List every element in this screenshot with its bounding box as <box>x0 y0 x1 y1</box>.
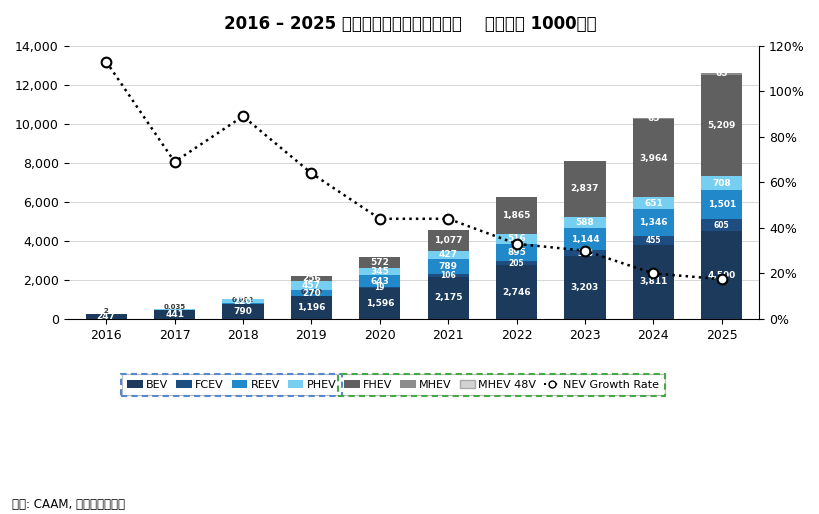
Bar <box>632 197 673 209</box>
Text: 572: 572 <box>370 258 389 267</box>
Bar <box>86 314 127 319</box>
Text: 308: 308 <box>577 249 592 258</box>
Bar <box>154 310 195 319</box>
Text: 1,501: 1,501 <box>707 200 735 209</box>
Bar <box>700 190 741 219</box>
Legend: BEV, FCEV, REEV, PHEV, FHEV, MHEV, MHEV 48V, NEV Growth Rate: BEV, FCEV, REEV, PHEV, FHEV, MHEV, MHEV … <box>122 374 664 395</box>
Bar <box>563 250 604 256</box>
Bar <box>700 231 741 319</box>
Text: 1,346: 1,346 <box>638 218 667 227</box>
Bar <box>495 234 536 244</box>
Bar <box>359 275 400 287</box>
Text: 65: 65 <box>646 114 658 123</box>
Text: 895: 895 <box>506 248 526 257</box>
Bar <box>428 274 468 277</box>
Bar <box>121 374 342 396</box>
Text: 1,144: 1,144 <box>570 235 599 244</box>
Bar <box>495 262 536 265</box>
Text: 3,203: 3,203 <box>570 283 599 292</box>
Bar <box>632 119 673 197</box>
Bar <box>700 176 741 190</box>
Text: 65: 65 <box>715 69 727 79</box>
Bar <box>700 74 741 75</box>
Text: 708: 708 <box>712 179 731 188</box>
Bar <box>495 265 536 319</box>
Text: 247: 247 <box>97 312 115 321</box>
Text: 0.929: 0.929 <box>300 289 322 295</box>
Text: 2,175: 2,175 <box>433 293 462 302</box>
Text: 441: 441 <box>165 310 184 319</box>
Bar <box>632 236 673 245</box>
Text: 106: 106 <box>440 271 455 280</box>
Text: 1,865: 1,865 <box>502 211 530 220</box>
Text: 1,596: 1,596 <box>365 299 394 308</box>
Text: 588: 588 <box>575 218 594 227</box>
Bar <box>337 374 664 396</box>
Text: 643: 643 <box>370 277 389 286</box>
Text: 0.002: 0.002 <box>232 297 254 303</box>
Bar <box>428 230 468 251</box>
Text: 605: 605 <box>713 221 729 230</box>
Text: 1,196: 1,196 <box>296 303 325 312</box>
Bar <box>359 288 400 319</box>
Bar <box>359 268 400 275</box>
Bar <box>291 296 332 319</box>
Bar <box>291 282 332 290</box>
Text: 来源: CAAM, 盖世汽车研究院: 来源: CAAM, 盖世汽车研究院 <box>12 499 125 511</box>
Bar <box>359 257 400 268</box>
Bar <box>428 277 468 319</box>
Text: 220: 220 <box>233 297 252 305</box>
Bar <box>632 245 673 319</box>
Bar <box>563 161 604 216</box>
Text: 3,811: 3,811 <box>639 278 667 286</box>
Bar <box>632 118 673 119</box>
Bar <box>291 277 332 282</box>
Text: 1,077: 1,077 <box>433 236 462 245</box>
Bar <box>291 290 332 296</box>
Bar <box>222 299 263 303</box>
Bar <box>700 75 741 176</box>
Bar <box>154 308 195 310</box>
Text: 455: 455 <box>645 235 660 245</box>
Text: 2: 2 <box>104 307 108 314</box>
Text: 4,500: 4,500 <box>707 270 735 280</box>
Bar <box>563 228 604 250</box>
Text: 2016 – 2025 中国新能源乘用车市场预测    （单位： 1000辆）: 2016 – 2025 中国新能源乘用车市场预测 （单位： 1000辆） <box>224 15 595 33</box>
Text: 345: 345 <box>370 267 389 276</box>
Text: 2,837: 2,837 <box>570 185 599 193</box>
Text: 0.035: 0.035 <box>163 304 185 310</box>
Text: 3,964: 3,964 <box>638 154 667 162</box>
Text: 427: 427 <box>438 250 457 260</box>
Bar <box>222 304 263 319</box>
Text: 270: 270 <box>301 288 320 298</box>
Text: 5,209: 5,209 <box>707 121 735 130</box>
Text: 256: 256 <box>301 274 320 283</box>
Bar <box>428 251 468 259</box>
Bar <box>563 256 604 319</box>
Text: 457: 457 <box>301 281 320 290</box>
Bar <box>495 197 536 234</box>
Text: 790: 790 <box>233 307 252 316</box>
Bar <box>428 259 468 274</box>
Text: 205: 205 <box>508 259 524 268</box>
Text: 2,746: 2,746 <box>502 288 530 297</box>
Text: 516: 516 <box>507 234 525 244</box>
Text: 651: 651 <box>643 198 662 208</box>
Text: 19: 19 <box>374 283 385 292</box>
Bar <box>563 216 604 228</box>
Bar <box>495 244 536 262</box>
Bar <box>700 219 741 231</box>
Text: 789: 789 <box>438 262 457 271</box>
Bar <box>632 209 673 236</box>
